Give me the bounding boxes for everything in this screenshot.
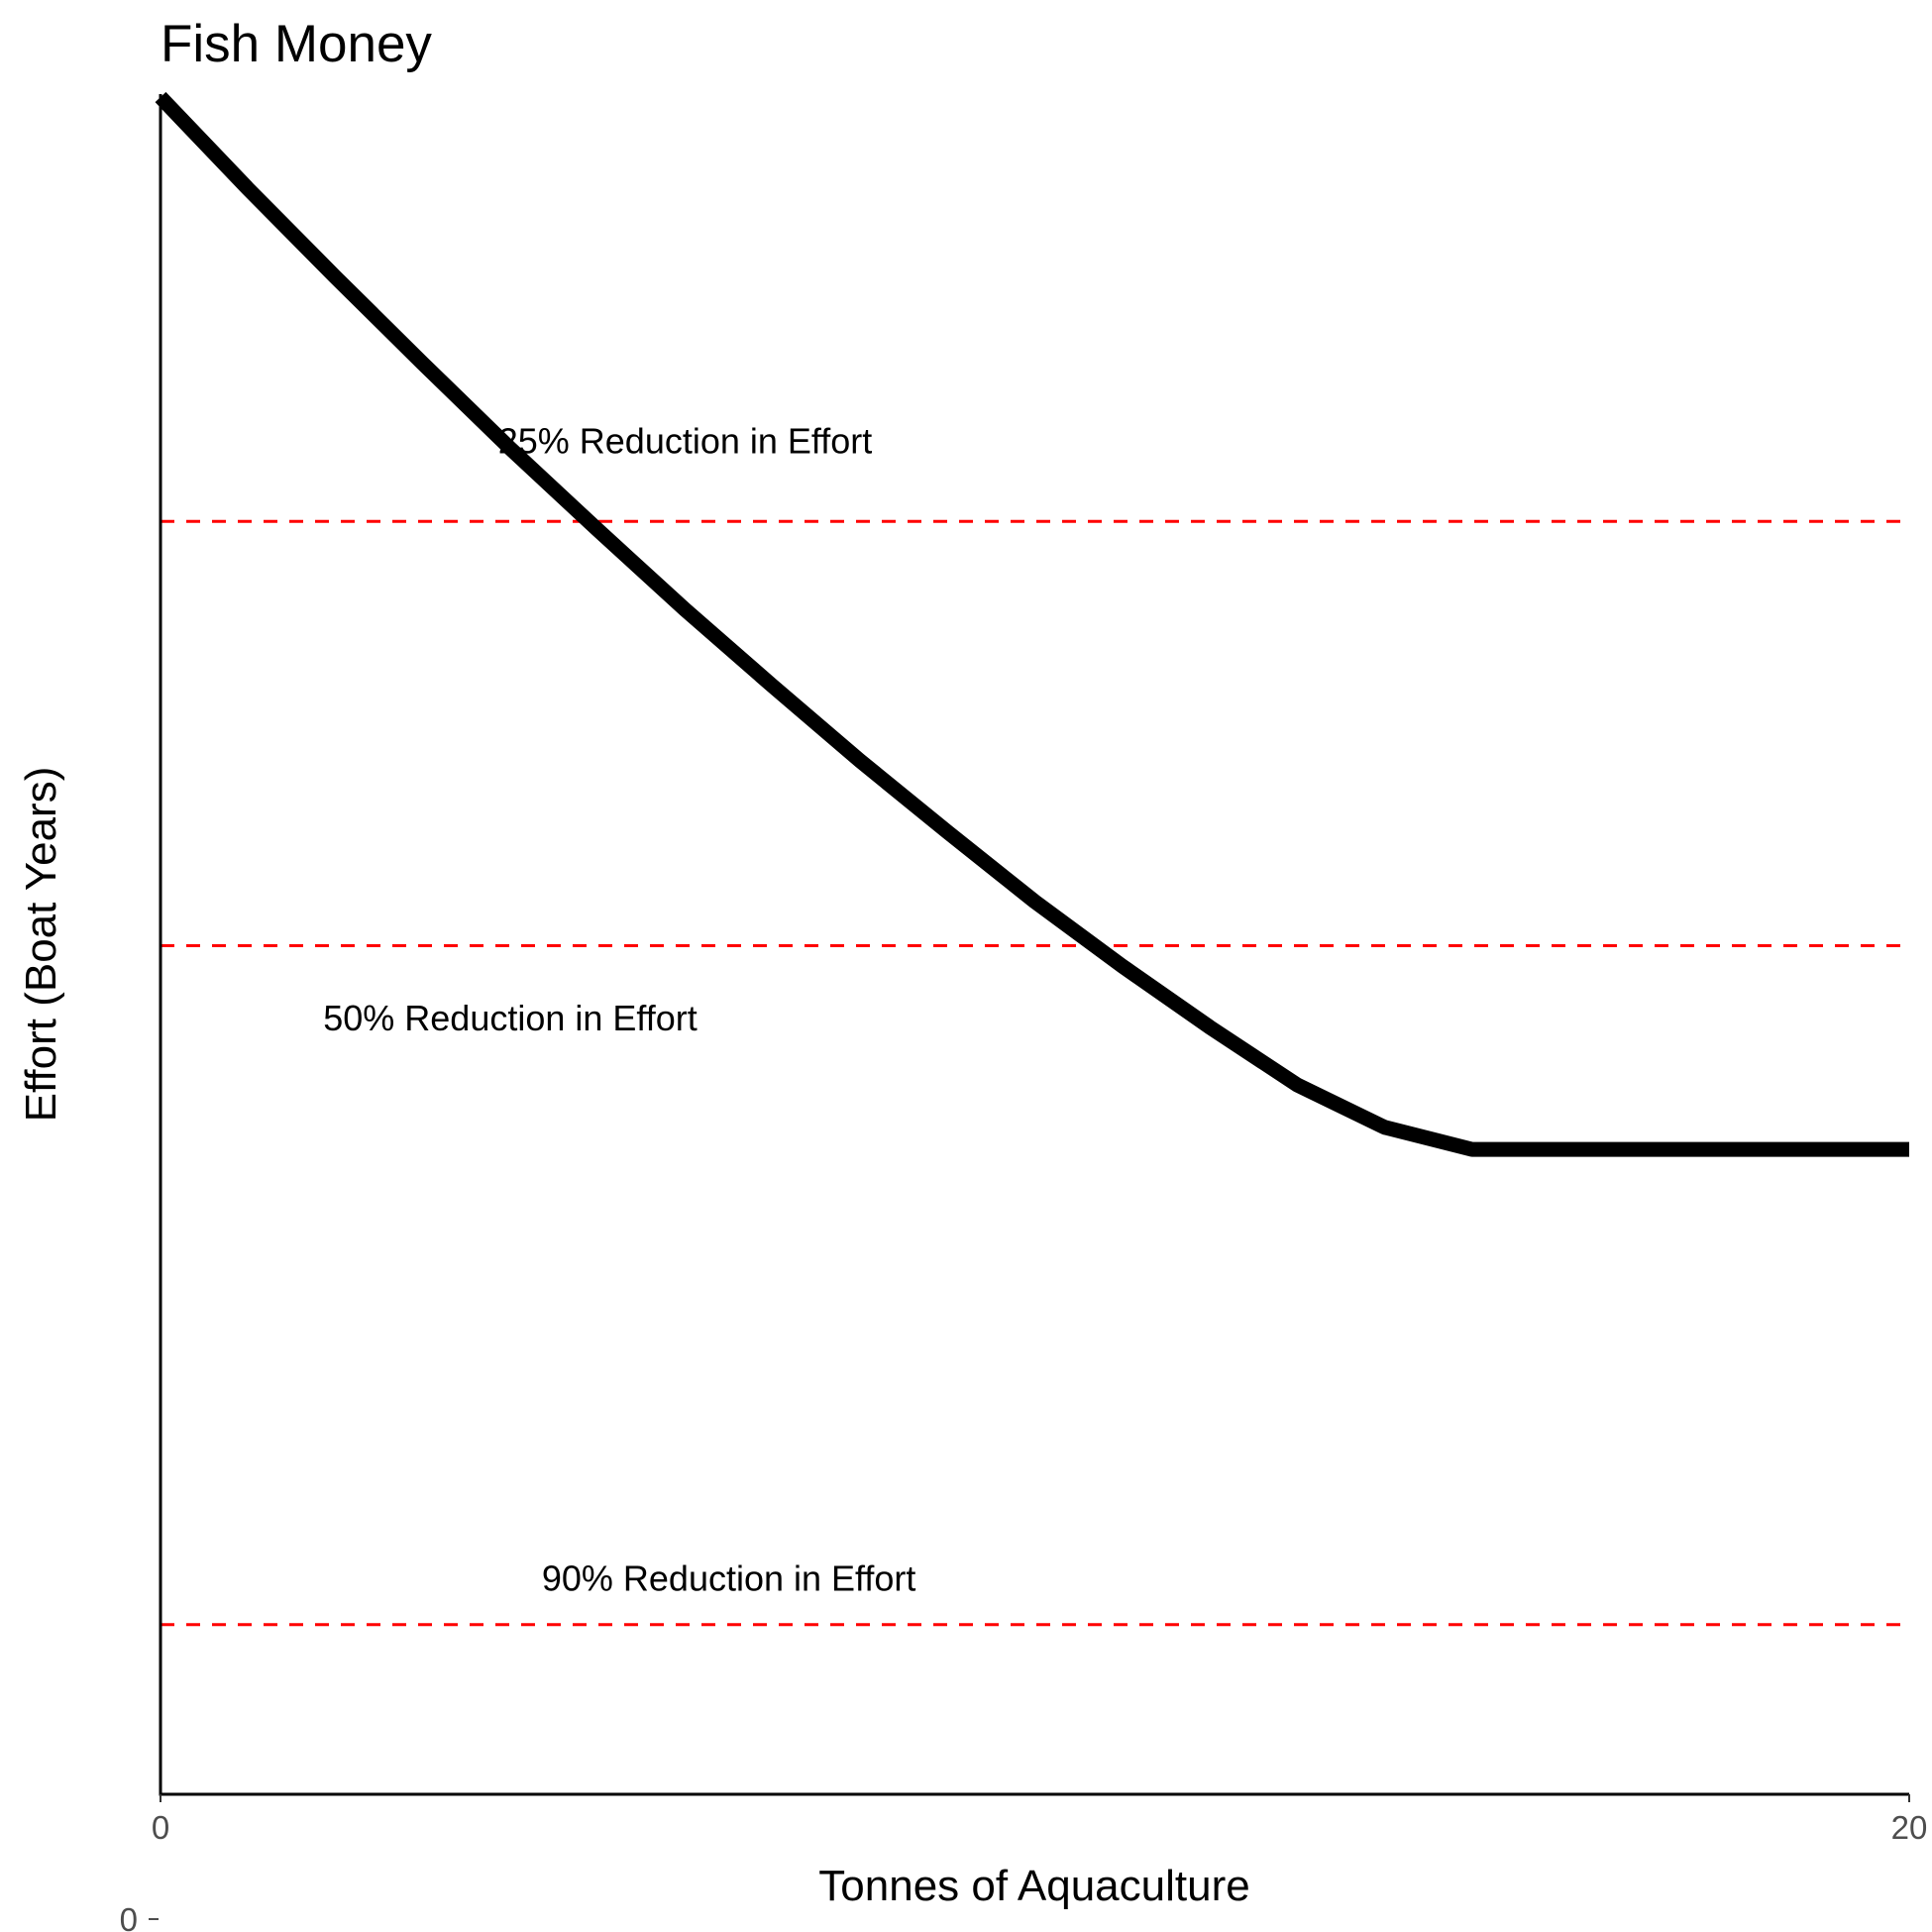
x-axis-title: Tonnes of Aquaculture bbox=[818, 1862, 1249, 1910]
chart-title: Fish Money bbox=[161, 15, 432, 73]
annotation-label-1: 25% Reduction in Effort bbox=[498, 421, 873, 462]
y-tick-label: 0 bbox=[120, 1901, 138, 1932]
series-line-1 bbox=[155, 91, 1909, 1157]
annotation-label-2: 50% Reduction in Effort bbox=[323, 998, 698, 1038]
x-tick-label: 0 bbox=[152, 1809, 169, 1846]
annotation-label-3: 90% Reduction in Effort bbox=[542, 1557, 916, 1598]
x-tick-label: 20 bbox=[1891, 1809, 1928, 1846]
y-axis-title: Effort (Boat Years) bbox=[17, 767, 65, 1123]
